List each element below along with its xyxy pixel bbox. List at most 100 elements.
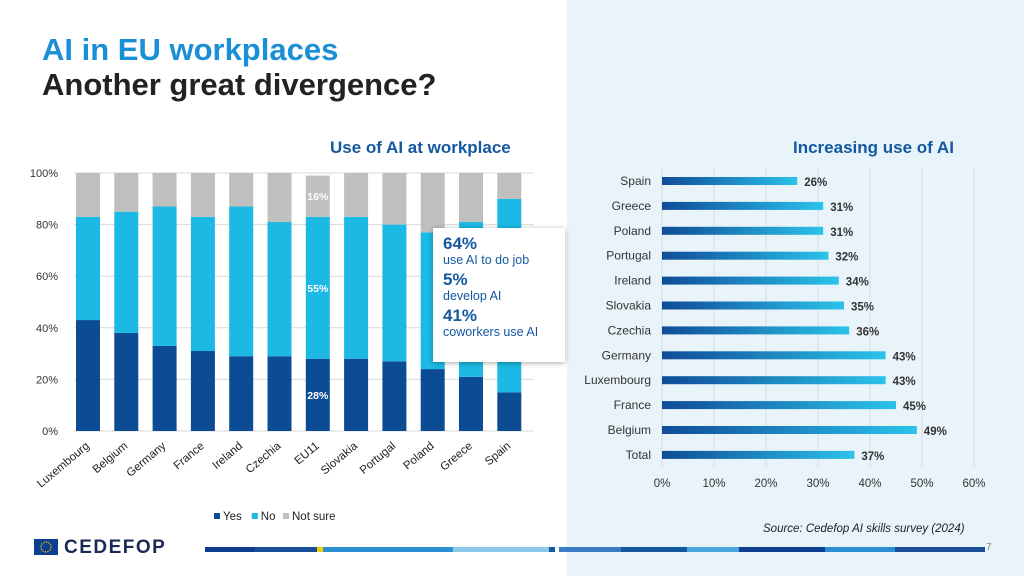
y-tick-label: 80%	[36, 220, 58, 232]
bar-yes-france	[190, 351, 215, 431]
bar-no-germany	[152, 206, 177, 346]
category-label-ireland: Ireland	[614, 274, 651, 288]
bar-no-portugal	[382, 224, 407, 362]
callout-stat-coworkers: 41%	[443, 306, 478, 325]
bar-not-sure-czechia	[267, 173, 292, 223]
bar-yes-poland	[420, 369, 445, 431]
legend-swatch-not-sure	[283, 513, 289, 519]
bar-slovakia	[662, 301, 844, 310]
bar-no-ireland	[229, 206, 254, 357]
bar-greece	[662, 201, 824, 210]
bar-not-sure-ireland	[229, 173, 254, 207]
value-label-ireland: 34%	[846, 277, 869, 289]
left-chart-title: Use of AI at workplace	[330, 138, 511, 157]
x-tick-label-luxembourg: Luxembourg	[35, 440, 92, 490]
x-tick-label: 40%	[858, 478, 881, 490]
stacked-bar-chart: 0%20%40%60%80%100%LuxembourgBelgiumGerma…	[30, 168, 534, 523]
x-tick-label: 10%	[702, 478, 725, 490]
x-tick-label: 30%	[806, 478, 829, 490]
page-title: AI in EU workplaces	[42, 32, 339, 67]
legend-swatch-yes	[214, 513, 220, 519]
x-tick-label-greece: Greece	[438, 440, 475, 473]
value-label-france: 45%	[903, 401, 926, 413]
stats-callout: 64% use AI to do job 5% develop AI 41% c…	[433, 228, 565, 362]
bar-yes-portugal	[382, 361, 407, 431]
y-tick-label: 20%	[36, 374, 58, 386]
value-label-poland: 31%	[830, 227, 853, 239]
bar-no-luxembourg	[76, 216, 100, 321]
bar-czechia	[662, 326, 850, 335]
x-tick-label-eu11: EU11	[293, 440, 322, 467]
category-label-france: France	[614, 398, 652, 412]
bar-yes-germany	[152, 345, 177, 431]
category-label-portugal: Portugal	[606, 249, 651, 263]
category-label-slovakia: Slovakia	[606, 299, 652, 313]
callout-text-coworkers: coworkers use AI	[443, 325, 539, 339]
value-label-greece: 31%	[830, 202, 853, 214]
bar-not-sure-eu11	[305, 175, 330, 217]
data-label-not-sure: 16%	[307, 191, 329, 203]
bar-yes-slovakia	[344, 358, 369, 431]
value-label-czechia: 36%	[856, 326, 879, 338]
y-tick-label: 60%	[36, 271, 58, 283]
data-label-yes: 28%	[307, 390, 329, 402]
x-tick-label-ireland: Ireland	[210, 440, 245, 472]
x-tick-label-france: France	[172, 440, 207, 472]
x-tick-label: 0%	[654, 478, 671, 490]
category-label-belgium: Belgium	[608, 423, 651, 437]
value-label-belgium: 49%	[924, 426, 947, 438]
bar-not-sure-luxembourg	[76, 173, 100, 217]
source-note: Source: Cedefop AI skills survey (2024)	[763, 523, 965, 535]
callout-text-job: use AI to do job	[443, 253, 530, 267]
category-label-poland: Poland	[614, 224, 651, 238]
value-label-germany: 43%	[893, 351, 916, 363]
x-tick-label-germany: Germany	[125, 440, 169, 480]
bar-yes-belgium	[114, 332, 139, 431]
category-label-spain: Spain	[620, 174, 651, 188]
bar-portugal	[662, 251, 829, 260]
footer-color-bar	[205, 547, 985, 552]
category-label-czechia: Czechia	[608, 323, 652, 337]
page-number: 7	[986, 542, 992, 553]
bar-yes-spain	[497, 392, 522, 431]
bar-yes-ireland	[229, 356, 254, 431]
bar-no-belgium	[114, 211, 139, 333]
x-tick-label-czechia: Czechia	[244, 440, 284, 476]
horizontal-bar-chart: 0% 10% 20% 30% 40% 50% 60% Spain 26% Greece 31% Pol…	[584, 168, 986, 490]
y-tick-label: 100%	[30, 168, 58, 180]
legend-swatch-no	[251, 513, 258, 519]
bar-ireland	[662, 276, 839, 285]
callout-stat-develop: 5%	[443, 270, 468, 289]
bar-not-sure-portugal	[382, 173, 407, 225]
value-label-slovakia: 35%	[851, 302, 874, 314]
legend-label-not-sure: Not sure	[292, 511, 335, 523]
bar-not-sure-germany	[152, 173, 177, 207]
bar-yes-greece	[459, 376, 483, 431]
bar-belgium	[662, 426, 917, 434]
bar-no-czechia	[267, 222, 292, 357]
value-label-spain: 26%	[804, 177, 827, 189]
category-label-luxembourg: Luxembourg	[584, 373, 651, 387]
category-label-total: Total	[626, 448, 651, 462]
legend-label-no: No	[261, 511, 276, 523]
callout-stat-job: 64%	[443, 234, 478, 253]
right-chart-title: Increasing use of AI	[793, 138, 954, 157]
bar-not-sure-slovakia	[344, 173, 369, 217]
x-tick-label-slovakia: Slovakia	[319, 440, 360, 478]
bar-no-france	[190, 216, 215, 352]
bar-not-sure-poland	[420, 173, 445, 233]
bar-no-eu11	[305, 216, 330, 359]
eu-flag-icon	[34, 539, 58, 555]
bar-yes-luxembourg	[76, 320, 100, 431]
value-label-total: 37%	[861, 451, 884, 463]
bar-yes-czechia	[267, 356, 292, 431]
bar-spain	[662, 177, 798, 185]
bar-total	[662, 450, 855, 459]
bar-not-sure-spain	[497, 173, 522, 199]
legend-label-yes: Yes	[223, 511, 242, 523]
bar-germany	[662, 351, 886, 360]
bar-not-sure-greece	[459, 173, 483, 223]
y-tick-label: 40%	[36, 323, 58, 335]
value-label-portugal: 32%	[835, 252, 858, 264]
callout-text-develop: develop AI	[443, 289, 502, 303]
